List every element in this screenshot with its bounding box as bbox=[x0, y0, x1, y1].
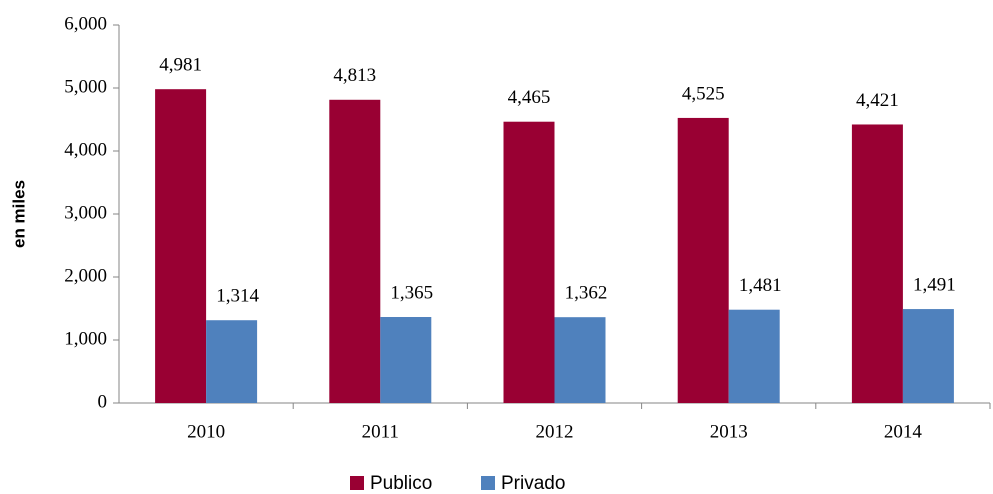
y-axis-label: en miles bbox=[9, 180, 28, 248]
data-label: 1,481 bbox=[739, 275, 782, 296]
y-tick-label: 3,000 bbox=[64, 202, 107, 223]
bar bbox=[329, 99, 381, 403]
y-tick-label: 5,000 bbox=[64, 76, 107, 97]
data-label: 4,813 bbox=[333, 65, 376, 86]
data-label: 1,491 bbox=[913, 274, 956, 295]
data-label: 4,421 bbox=[856, 90, 899, 111]
bar bbox=[503, 121, 555, 403]
legend-swatch bbox=[350, 476, 364, 490]
bar bbox=[380, 317, 432, 403]
bar bbox=[728, 309, 780, 403]
bar bbox=[206, 320, 258, 403]
bar bbox=[677, 117, 729, 404]
bar bbox=[851, 124, 903, 404]
y-tick-label: 6,000 bbox=[64, 13, 107, 34]
data-label: 4,465 bbox=[508, 87, 551, 108]
legend-label: Publico bbox=[370, 473, 432, 494]
bar bbox=[155, 89, 207, 404]
y-tick-label: 0 bbox=[98, 391, 108, 412]
x-tick-label: 2013 bbox=[710, 421, 748, 442]
legend-label: Privado bbox=[501, 473, 565, 494]
data-label: 1,314 bbox=[216, 286, 259, 307]
data-label: 1,362 bbox=[565, 283, 608, 304]
data-label: 4,525 bbox=[682, 83, 725, 104]
y-tick-label: 1,000 bbox=[64, 328, 107, 349]
data-label: 4,981 bbox=[159, 55, 202, 76]
x-tick-label: 2014 bbox=[884, 421, 923, 442]
x-tick-label: 2010 bbox=[187, 421, 225, 442]
x-tick-label: 2011 bbox=[362, 421, 399, 442]
x-tick-label: 2012 bbox=[536, 421, 574, 442]
bar bbox=[554, 317, 606, 403]
data-label: 1,365 bbox=[390, 282, 433, 303]
legend-swatch bbox=[481, 476, 495, 490]
y-tick-label: 2,000 bbox=[64, 265, 107, 286]
y-tick-label: 4,000 bbox=[64, 139, 107, 160]
bar bbox=[902, 309, 954, 403]
